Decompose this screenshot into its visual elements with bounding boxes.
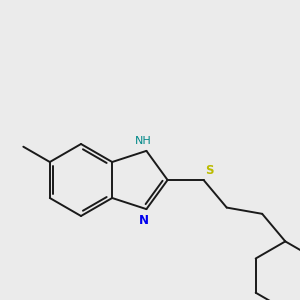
Text: N: N <box>138 214 148 226</box>
Text: NH: NH <box>135 136 152 146</box>
Text: S: S <box>205 164 214 177</box>
